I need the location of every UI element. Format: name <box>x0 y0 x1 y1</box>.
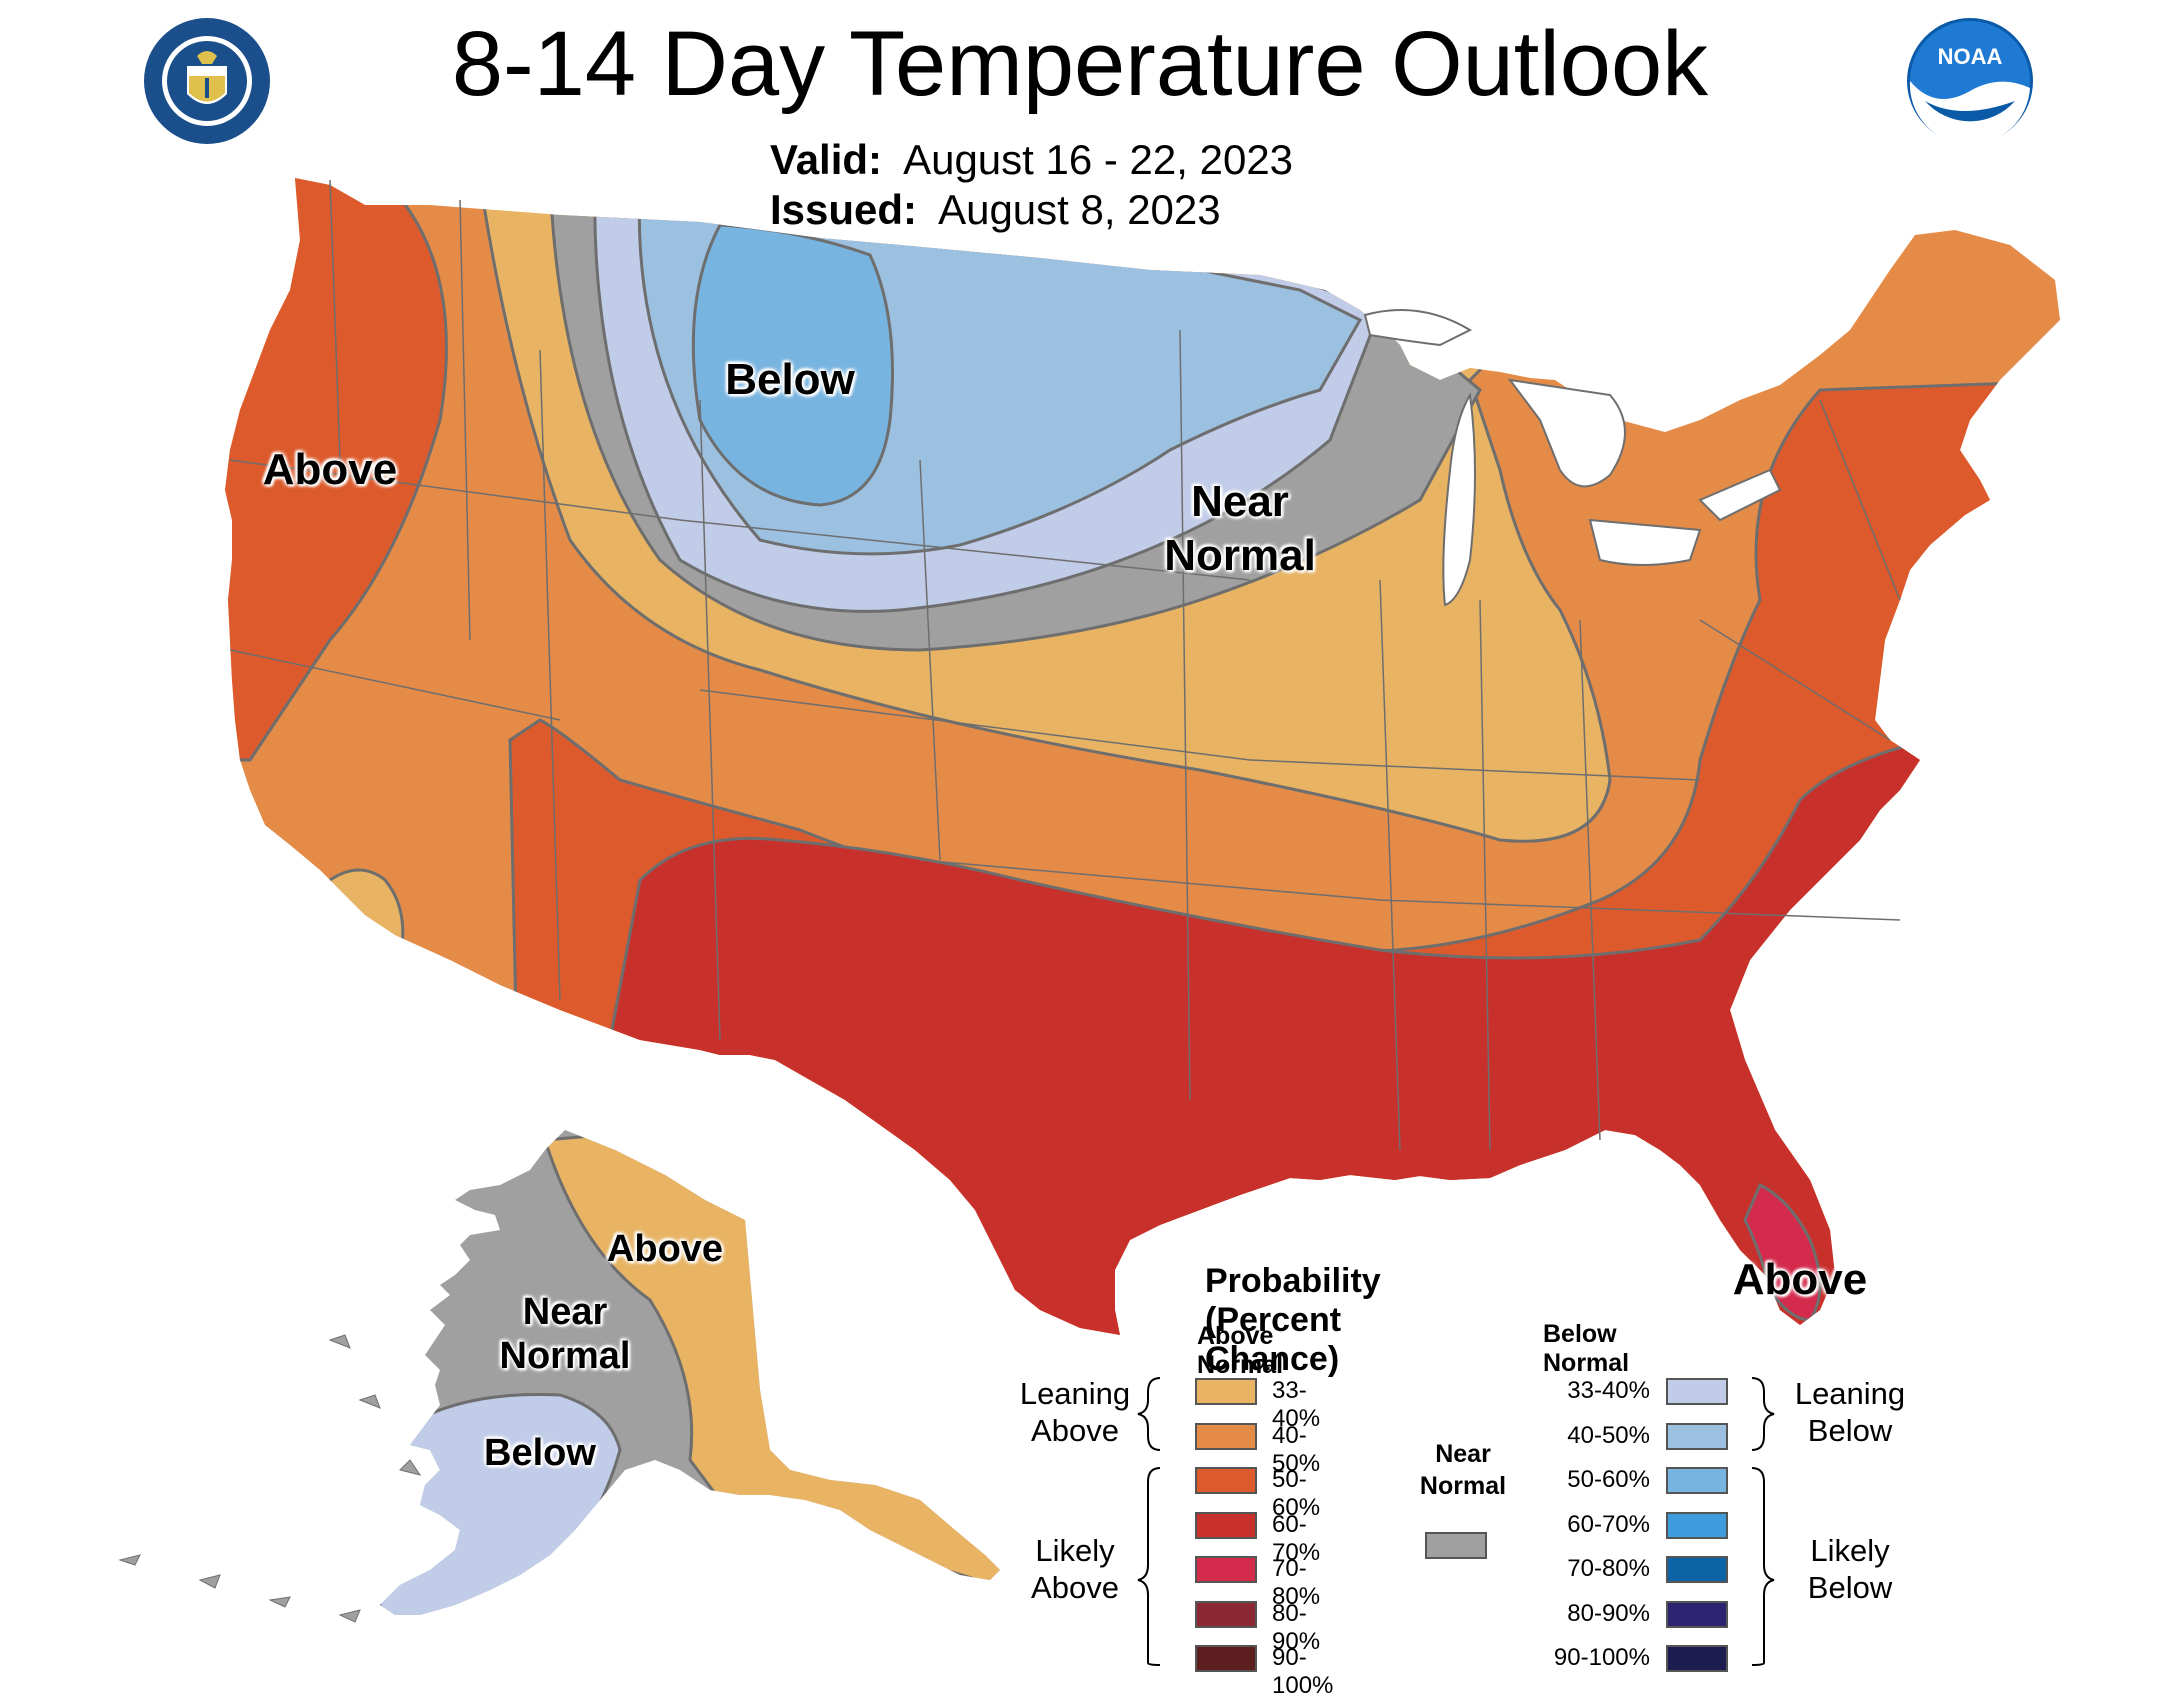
page-title: 8-14 Day Temperature Outlook <box>451 13 1709 115</box>
issued-date: Issued: August 8, 2023 <box>770 185 1221 235</box>
label-near-normal-line2: Normal <box>1164 531 1316 580</box>
legend-near-normal-line1: Near <box>1435 1440 1491 1468</box>
valid-value: August 16 - 22, 2023 <box>903 136 1294 183</box>
legend-near-normal: Near Normal <box>1408 1438 1518 1502</box>
legend-above-swatch <box>1195 1378 1257 1405</box>
label-alaska-near-line1: Near <box>522 1291 608 1333</box>
legend-below-swatch <box>1666 1556 1728 1583</box>
label-near-normal-line1: Near <box>1191 477 1289 526</box>
legend-above-swatch <box>1195 1645 1257 1672</box>
legend-above-label: 50-60% <box>1272 1466 1321 1521</box>
legend-likely-below-line2: Below <box>1807 1570 1893 1605</box>
legend-above-swatch <box>1195 1467 1257 1494</box>
valid-label: Valid: <box>770 136 883 183</box>
legend-near-normal-swatch <box>1425 1532 1487 1559</box>
legend-leaning-below-line1: Leaning <box>1794 1376 1906 1411</box>
label-north-below: Below <box>725 355 855 404</box>
label-alaska-above: Above <box>606 1228 724 1270</box>
legend-likely-below: Likely Below <box>1785 1532 1915 1606</box>
legend-above-swatch <box>1195 1600 1257 1628</box>
legend-likely-above-line1: Likely <box>1035 1533 1115 1568</box>
legend-above-header: Above Normal <box>1197 1322 1284 1379</box>
legend-below-label: 50-60% <box>1567 1466 1650 1493</box>
legend-below-label: 40-50% <box>1567 1421 1650 1449</box>
label-alaska-below: Below <box>484 1432 596 1474</box>
legend-likely-above: Likely Above <box>1010 1532 1140 1606</box>
legend-title: Probability (Percent Chance) <box>1205 1262 1381 1378</box>
legend-below-swatch <box>1666 1467 1728 1494</box>
legend-below-swatch <box>1666 1511 1728 1539</box>
legend-below-label: 80-90% <box>1567 1599 1650 1627</box>
noaa-logo-text: NOAA <box>1938 44 2003 69</box>
legend-near-normal-line2: Normal <box>1419 1472 1507 1500</box>
legend-leaning-above-line2: Above <box>1031 1413 1119 1448</box>
legend-above-swatch <box>1195 1556 1257 1583</box>
great-lakes <box>1363 309 1782 607</box>
legend-likely-below-line1: Likely <box>1810 1533 1890 1568</box>
legend-leaning-below-line2: Below <box>1807 1413 1893 1448</box>
state-boundaries <box>229 179 1901 1151</box>
legend-below-label: 90-100% <box>1553 1644 1650 1671</box>
legend-above-label: 90-100% <box>1272 1644 1334 1699</box>
label-near-normal: Near Normal <box>1140 475 1340 583</box>
noaa-logo: NOAA <box>1907 18 2033 145</box>
issued-label: Issued: <box>770 186 918 233</box>
label-alaska-near-line2: Normal <box>499 1335 631 1377</box>
valid-dates: Valid: August 16 - 22, 2023 <box>770 135 1293 185</box>
legend-above-label: 80-90% <box>1272 1599 1321 1655</box>
legend-below-swatch <box>1666 1422 1728 1450</box>
legend-below-swatch <box>1666 1378 1728 1405</box>
issued-value: August 8, 2023 <box>938 186 1221 233</box>
legend-leaning-below: Leaning Below <box>1785 1375 1915 1449</box>
legend-below-label: 60-70% <box>1567 1510 1650 1538</box>
label-alaska-near-normal: Near Normal <box>480 1290 650 1378</box>
legend-above-swatch <box>1195 1511 1257 1539</box>
legend-leaning-above-line1: Leaning <box>1019 1376 1131 1411</box>
legend-below-header: Below Normal <box>1543 1320 1630 1377</box>
legend-below-swatch <box>1666 1645 1728 1672</box>
commerce-seal-logo <box>144 18 270 144</box>
legend-above-label: 40-50% <box>1272 1421 1321 1477</box>
label-florida-above: Above <box>1732 1255 1868 1304</box>
legend-below-label: 70-80% <box>1567 1555 1650 1582</box>
legend-above-label: 70-80% <box>1272 1555 1321 1610</box>
legend-leaning-above: Leaning Above <box>1010 1375 1140 1449</box>
legend-below-label: 33-40% <box>1567 1377 1650 1404</box>
legend-above-label: 33-40% <box>1272 1377 1321 1432</box>
label-west-above: Above <box>262 445 398 494</box>
legend-below-swatch <box>1666 1600 1728 1628</box>
legend-above-swatch <box>1195 1422 1257 1450</box>
legend-likely-above-line2: Above <box>1031 1570 1119 1605</box>
legend-above-label: 60-70% <box>1272 1510 1321 1566</box>
